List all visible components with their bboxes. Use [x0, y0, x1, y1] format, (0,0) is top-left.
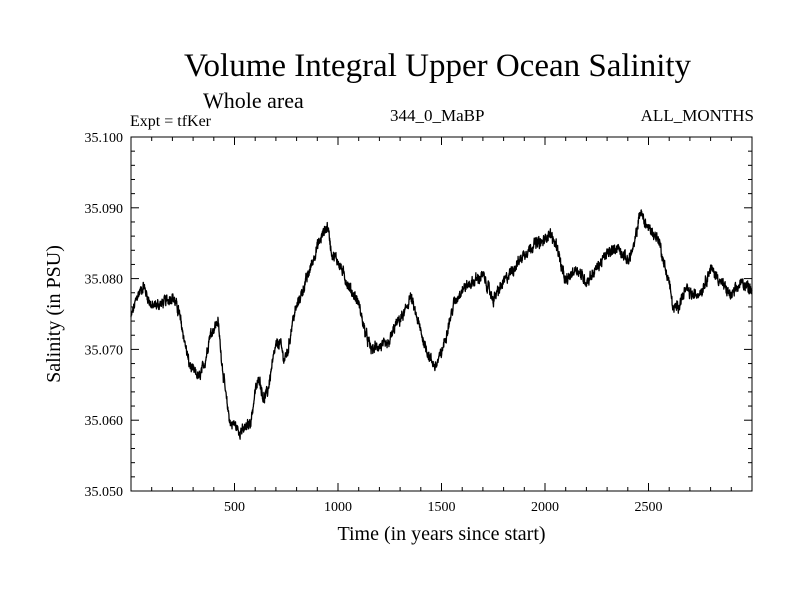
run-label: 344_0_MaBP	[390, 106, 485, 125]
x-tick-label: 2500	[635, 500, 663, 515]
x-axis-label: Time (in years since start)	[337, 523, 545, 545]
x-tick-label: 1500	[428, 500, 456, 515]
x-tick-label: 2000	[531, 500, 559, 515]
y-axis-label: Salinity (in PSU)	[43, 245, 65, 383]
plot-area: 500 1000 1500 2000 2500 35.050 35.060 35.070 35.…	[43, 131, 753, 545]
y-tick-label: 35.090	[85, 202, 124, 217]
y-tick-label: 35.070	[85, 343, 124, 358]
x-tick-label: 1000	[324, 500, 352, 515]
series-line	[130, 209, 753, 440]
y-tick-label: 35.100	[85, 131, 124, 146]
chart-title: Volume Integral Upper Ocean Salinity	[183, 48, 692, 84]
chart-subtitle: Whole area	[203, 88, 304, 113]
y-tick-label: 35.050	[85, 485, 124, 500]
x-tick-label: 500	[224, 500, 245, 515]
months-label: ALL_MONTHS	[640, 106, 754, 125]
y-tick-label: 35.060	[85, 414, 124, 429]
experiment-label: Expt = tfKer	[130, 113, 211, 130]
y-tick-label: 35.080	[85, 273, 124, 288]
plot-frame	[130, 136, 753, 492]
